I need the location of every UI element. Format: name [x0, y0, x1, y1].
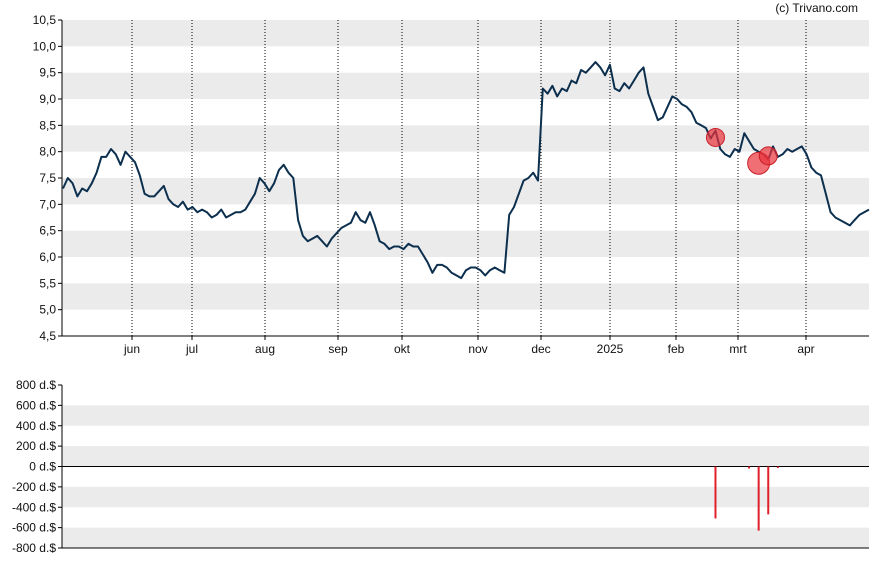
- volume-grid-band: [62, 405, 869, 426]
- price-grid-band: [62, 125, 869, 152]
- volume-y-tick-label: 0 d.$: [29, 460, 56, 474]
- price-series-line: [62, 61, 870, 280]
- price-x-tick-label: dec: [531, 342, 550, 356]
- volume-y-tick-label: 200 d.$: [16, 439, 56, 453]
- volume-grid-band: [62, 527, 869, 548]
- credit-text: (c) Trivano.com: [775, 1, 858, 15]
- insider-trade-marker: [758, 146, 778, 166]
- volume-grid-band: [62, 486, 869, 508]
- volume-y-tick-label: -800 d.$: [12, 541, 56, 555]
- price-y-tick-label: 5,0: [39, 303, 56, 317]
- price-x-tick-label: feb: [668, 342, 685, 356]
- price-x-tick-label: jun: [123, 342, 140, 356]
- volume-y-tick-label: 800 d.$: [16, 378, 56, 392]
- price-x-tick-label: nov: [468, 342, 487, 356]
- volume-y-tick-label: 400 d.$: [16, 419, 56, 433]
- price-x-tick-label: mrt: [729, 342, 747, 356]
- price-y-tick-label: 9,5: [39, 66, 56, 80]
- price-x-tick-label: aug: [255, 342, 275, 356]
- price-x-tick-label: 2025: [597, 342, 624, 356]
- price-y-tick-label: 8,5: [39, 118, 56, 132]
- price-grid-band: [62, 178, 869, 205]
- price-x-tick-label: okt: [394, 342, 411, 356]
- price-y-tick-label: 10,5: [33, 13, 57, 27]
- volume-y-tick-label: -200 d.$: [12, 480, 56, 494]
- insider-trade-marker: [705, 127, 725, 147]
- price-y-tick-label: 10,0: [33, 39, 57, 53]
- price-grid-band: [62, 20, 869, 47]
- volume-y-tick-label: -400 d.$: [12, 500, 56, 514]
- price-grid-band: [62, 230, 869, 257]
- price-y-tick-label: 8,0: [39, 145, 56, 159]
- price-y-tick-label: 6,5: [39, 224, 56, 238]
- price-y-tick-label: 4,5: [39, 329, 56, 343]
- price-x-tick-label: apr: [797, 342, 814, 356]
- price-y-tick-label: 6,0: [39, 250, 56, 264]
- volume-grid-band: [62, 446, 869, 467]
- price-y-tick-label: 5,5: [39, 276, 56, 290]
- volume-y-tick-label: -600 d.$: [12, 521, 56, 535]
- price-y-tick-label: 7,0: [39, 197, 56, 211]
- price-x-tick-label: jul: [185, 342, 198, 356]
- price-x-tick-label: sep: [328, 342, 348, 356]
- price-grid-band: [62, 283, 869, 310]
- price-y-tick-label: 9,0: [39, 92, 56, 106]
- price-y-tick-label: 7,5: [39, 171, 56, 185]
- volume-y-tick-label: 600 d.$: [16, 398, 56, 412]
- price-grid-band: [62, 72, 869, 99]
